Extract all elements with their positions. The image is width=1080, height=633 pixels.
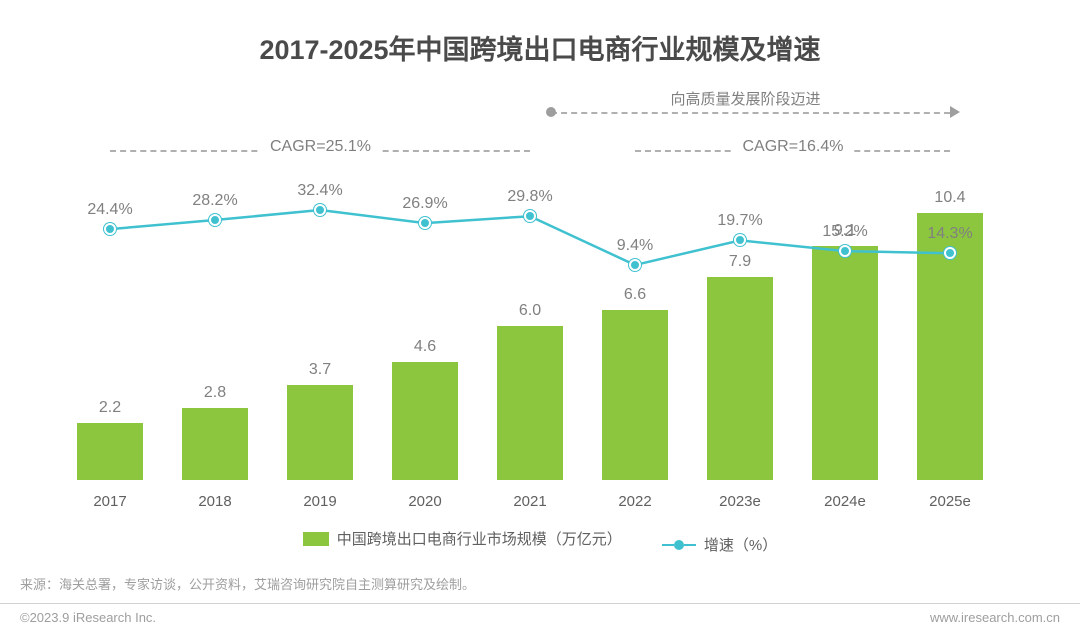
line-value-label: 26.9% xyxy=(402,195,447,213)
line-point xyxy=(209,214,221,226)
legend-item-line: 增速（%） xyxy=(662,534,777,555)
chart-title: 2017-2025年中国跨境出口电商行业规模及增速 xyxy=(0,0,1080,67)
line-point xyxy=(104,223,116,235)
line-value-label: 14.3% xyxy=(927,225,972,243)
bar-value-label: 6.0 xyxy=(519,302,541,320)
legend: 中国跨境出口电商行业市场规模（万亿元） 增速（%） xyxy=(0,528,1080,555)
line-point xyxy=(314,204,326,216)
x-axis-label: 2018 xyxy=(198,493,231,510)
bar xyxy=(812,246,878,480)
bar-value-label: 2.8 xyxy=(204,384,226,402)
bar-value-label: 3.7 xyxy=(309,361,331,379)
cagr-left-label: CAGR=25.1% xyxy=(260,138,381,156)
chart-area: CAGR=25.1% 向高质量发展阶段迈进 CAGR=16.4% 2.2 2017… xyxy=(70,90,1010,510)
line-value-label: 19.7% xyxy=(717,212,762,230)
bar-value-label: 6.6 xyxy=(624,286,646,304)
bar-value-label: 7.9 xyxy=(729,253,751,271)
line-point xyxy=(524,210,536,222)
x-axis-label: 2023e xyxy=(719,493,761,510)
legend-bar-label: 中国跨境出口电商行业市场规模（万亿元） xyxy=(337,528,622,549)
phase-label: 向高质量发展阶段迈进 xyxy=(671,88,821,109)
legend-line-label: 增速（%） xyxy=(704,534,777,555)
footer-copyright: ©2023.9 iResearch Inc. xyxy=(20,610,156,625)
bar-value-label: 4.6 xyxy=(414,338,436,356)
x-axis-label: 2024e xyxy=(824,493,866,510)
line-value-label: 9.4% xyxy=(617,237,653,255)
bar-value-label: 10.4 xyxy=(934,189,965,207)
bar xyxy=(602,310,668,480)
x-axis-label: 2025e xyxy=(929,493,971,510)
bar xyxy=(182,408,248,480)
footer: ©2023.9 iResearch Inc. www.iresearch.com… xyxy=(0,603,1080,633)
line-point xyxy=(839,245,851,257)
x-axis-label: 2022 xyxy=(618,493,651,510)
footer-url: www.iresearch.com.cn xyxy=(930,610,1060,625)
line-value-label: 28.2% xyxy=(192,192,237,210)
legend-bar-swatch xyxy=(303,532,329,546)
bar xyxy=(77,423,143,480)
bar xyxy=(497,326,563,480)
line-value-label: 15.2% xyxy=(822,223,867,241)
line-point xyxy=(944,247,956,259)
phase-line-arrow xyxy=(950,106,960,118)
x-axis-label: 2020 xyxy=(408,493,441,510)
bar xyxy=(287,385,353,480)
line-value-label: 32.4% xyxy=(297,182,342,200)
bar-value-label: 2.2 xyxy=(99,399,121,417)
source-note: 来源：海关总署，专家访谈，公开资料，艾瑞咨询研究院自主测算研究及绘制。 xyxy=(20,574,475,593)
cagr-right-label: CAGR=16.4% xyxy=(733,138,854,156)
phase-line xyxy=(551,112,950,114)
line-value-label: 29.8% xyxy=(507,188,552,206)
line-point xyxy=(419,217,431,229)
line-point xyxy=(734,234,746,246)
x-axis-label: 2017 xyxy=(93,493,126,510)
x-axis-label: 2021 xyxy=(513,493,546,510)
phase-line-start-dot xyxy=(546,107,556,117)
legend-item-bar: 中国跨境出口电商行业市场规模（万亿元） xyxy=(303,528,622,549)
line-point xyxy=(629,259,641,271)
legend-line-swatch xyxy=(662,540,696,550)
line-value-label: 24.4% xyxy=(87,201,132,219)
x-axis-label: 2019 xyxy=(303,493,336,510)
bar xyxy=(392,362,458,480)
bar xyxy=(707,277,773,480)
